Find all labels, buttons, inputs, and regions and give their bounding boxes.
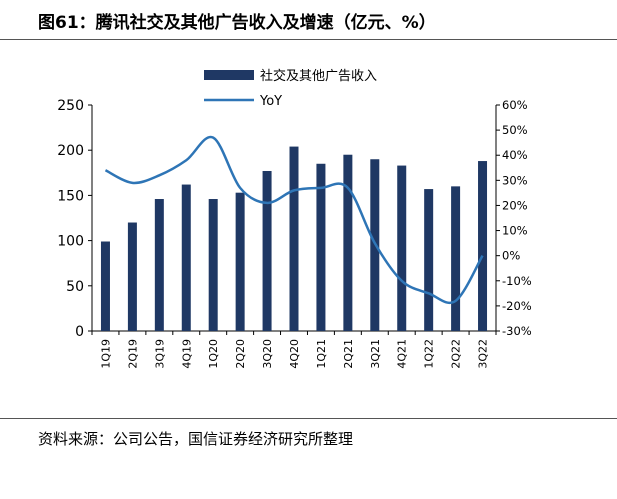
bar-3Q20 [262,170,272,331]
left-tick-label: 250 [57,98,84,114]
right-tick-label: 0% [502,249,520,263]
x-tick-label: 3Q22 [477,339,490,369]
right-tick-label: 30% [502,173,528,187]
source-note: 资料来源：公司公告，国信证券经济研究所整理 [38,430,354,448]
bar-3Q19 [154,199,164,331]
right-tick-label: -20% [502,299,532,313]
bar-4Q19 [181,184,191,331]
left-tick-label: 50 [66,279,84,295]
x-tick-label: 1Q22 [423,339,436,369]
line-series [104,135,484,305]
x-tick-label: 4Q19 [180,339,193,369]
x-tick-label: 2Q20 [234,339,247,369]
x-tick-label: 2Q21 [342,339,355,369]
right-tick-label: 50% [502,123,528,137]
bar-4Q20 [289,146,299,331]
x-tick-label: 2Q19 [126,339,139,369]
x-tick-label: 2Q22 [450,339,463,369]
bar-2Q21 [343,154,353,331]
left-tick-label: 0 [75,324,84,340]
x-tick-label: 3Q19 [153,339,166,369]
x-tick-label: 4Q20 [288,339,301,369]
x-tick-label: 3Q21 [369,339,382,369]
right-tick-label: 40% [502,148,528,162]
right-tick-label: -10% [502,274,532,288]
x-tick-label: 4Q21 [396,339,409,369]
legend-line-label: YoY [259,94,282,109]
chart: 社交及其他广告收入 YoY 0 50 100 150 200 250 -30% -20% -10%… [57,68,532,369]
right-tick-label: -30% [502,324,532,338]
tick-labels: 0 50 100 150 200 250 -30% -20% -10% 0% 10% 20% 30% 40… [57,98,532,369]
bar-2Q19 [127,222,137,331]
bar-2Q20 [235,192,245,331]
legend-bar-label: 社交及其他广告收入 [260,68,377,84]
legend: 社交及其他广告收入 YoY [204,68,377,109]
left-tick-label: 150 [57,188,84,204]
right-tick-label: 60% [502,98,528,112]
top-rule [0,39,617,40]
x-tick-label: 1Q21 [315,339,328,369]
right-tick-label: 10% [502,224,528,238]
bar-4Q21 [397,165,407,331]
left-tick-label: 100 [57,234,84,250]
figure-title: 图61：腾讯社交及其他广告收入及增速（亿元、%） [38,13,436,33]
legend-bar-swatch [204,70,254,80]
right-tick-label: 20% [502,198,528,212]
bar-1Q20 [208,199,218,331]
bar-1Q22 [424,189,434,331]
bar-3Q22 [478,161,488,331]
x-tick-label: 1Q19 [99,339,112,369]
bar-2Q22 [451,186,461,331]
x-tick-label: 3Q20 [261,339,274,369]
bar-1Q19 [100,241,110,331]
bottom-rule [0,418,617,419]
bar-1Q21 [316,163,326,331]
left-tick-label: 200 [57,143,84,159]
x-tick-label: 1Q20 [207,339,220,369]
